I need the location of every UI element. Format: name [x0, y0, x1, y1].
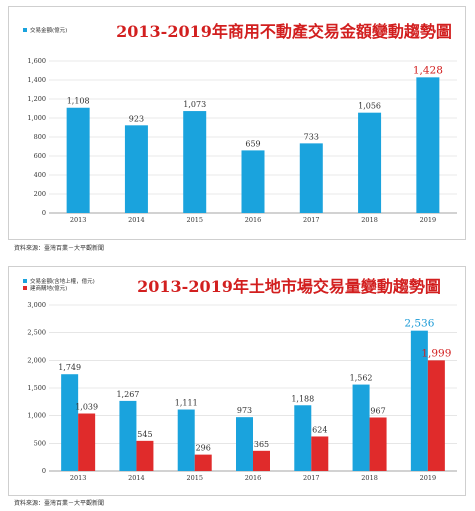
bar — [183, 111, 207, 213]
bar — [124, 125, 148, 213]
data-label: 624 — [312, 425, 327, 434]
land-bar-chart: 2013-2019年土地市場交易量變動趨勢圖 交易金額(含地上權，億元)建商購地(… — [23, 277, 457, 482]
bar — [416, 77, 440, 213]
data-label: 545 — [137, 430, 152, 439]
data-label: 2,536 — [404, 318, 434, 330]
bar — [294, 405, 312, 471]
x-tick-label: 2016 — [245, 216, 262, 224]
data-label: 1,428 — [413, 64, 443, 76]
bar — [136, 440, 154, 471]
x-tick-label: 2014 — [128, 474, 145, 482]
source-note: 資料來源：臺灣百業－大平觀新聞 — [14, 245, 105, 252]
chart-title: 2013-2019年土地市場交易量變動趨勢圖 — [137, 277, 441, 296]
x-tick-label: 2015 — [186, 474, 203, 482]
bar — [369, 417, 387, 471]
data-label: 733 — [304, 132, 319, 141]
data-label: 1,999 — [421, 347, 451, 359]
y-tick-label: 2,000 — [27, 356, 46, 364]
source-note: 資料來源：臺灣百業－大平觀新聞 — [14, 500, 105, 507]
y-tick-label: 1,500 — [27, 384, 46, 392]
bar — [410, 330, 428, 471]
bar — [311, 436, 329, 471]
x-tick-label: 2013 — [70, 216, 87, 224]
bar — [358, 112, 382, 213]
y-tick-label: 2,500 — [27, 329, 46, 337]
bar — [194, 454, 212, 471]
bar — [78, 413, 96, 471]
x-tick-label: 2017 — [303, 474, 320, 482]
data-label: 1,111 — [175, 399, 198, 408]
x-tick-label: 2014 — [128, 216, 145, 224]
y-tick-label: 0 — [42, 209, 46, 217]
y-tick-label: 1,400 — [27, 76, 46, 84]
legend-swatch — [23, 28, 27, 32]
x-tick-label: 2019 — [420, 216, 437, 224]
x-tick-label: 2017 — [303, 216, 320, 224]
commercial-bar-chart: 2013-2019年商用不動產交易金額變動趨勢圖 交易金額(億元) 0 200 400 6… — [23, 22, 457, 224]
x-tick-label: 2015 — [186, 216, 203, 224]
y-tick-label: 1,000 — [27, 114, 46, 122]
bar — [66, 107, 90, 213]
y-tick-label: 800 — [34, 133, 46, 141]
y-tick-label: 600 — [34, 152, 46, 160]
data-label: 659 — [245, 139, 260, 148]
bar — [241, 150, 265, 213]
bar — [427, 360, 445, 471]
y-tick-label: 0 — [42, 467, 46, 475]
data-label: 365 — [254, 440, 269, 449]
legend-label: 交易金額(含地上權，億元) — [30, 277, 95, 285]
x-tick-label: 2016 — [245, 474, 262, 482]
x-tick-label: 2013 — [70, 474, 87, 482]
chart-panel-land: 2013-2019年土地市場交易量變動趨勢圖 交易金額(含地上權，億元) 建商購地(… — [8, 266, 466, 496]
bar — [61, 374, 79, 471]
bar — [299, 143, 323, 213]
bar — [352, 384, 370, 471]
data-label: 973 — [237, 406, 252, 415]
bar — [177, 409, 195, 471]
x-tick-label: 2018 — [361, 474, 378, 482]
legend-swatch — [23, 279, 27, 283]
y-tick-label: 1,000 — [27, 412, 46, 420]
y-tick-label: 200 — [34, 190, 46, 198]
data-label: 1,188 — [291, 394, 314, 403]
y-tick-label: 1,200 — [27, 95, 46, 103]
x-tick-label: 2018 — [361, 216, 378, 224]
data-label: 923 — [129, 114, 144, 123]
data-label: 1,039 — [75, 403, 98, 412]
y-tick-label: 3,000 — [27, 301, 46, 309]
bar — [236, 417, 253, 471]
bar — [119, 400, 137, 471]
y-tick-label: 500 — [34, 439, 46, 447]
y-tick-label: 400 — [34, 171, 46, 179]
chart-title: 2013-2019年商用不動產交易金額變動趨勢圖 — [116, 22, 452, 41]
legend-swatch — [23, 286, 27, 290]
data-label: 1,108 — [67, 97, 90, 106]
data-label: 296 — [196, 444, 211, 453]
data-label: 1,562 — [350, 374, 373, 383]
chart-panel-commercial: 2013-2019年商用不動產交易金額變動趨勢圖 交易金額(億元) 0 200 400 6… — [8, 6, 466, 240]
data-label: 1,073 — [183, 100, 206, 109]
data-label: 1,749 — [58, 363, 81, 372]
data-label: 1,056 — [358, 102, 381, 111]
legend-label: 建商購地(億元) — [30, 284, 67, 292]
data-label: 1,267 — [116, 390, 139, 399]
data-label: 967 — [370, 406, 385, 415]
legend-label: 交易金額(億元) — [30, 26, 67, 34]
x-tick-label: 2019 — [420, 474, 437, 482]
bar — [253, 450, 270, 471]
y-tick-label: 1,600 — [27, 57, 46, 65]
